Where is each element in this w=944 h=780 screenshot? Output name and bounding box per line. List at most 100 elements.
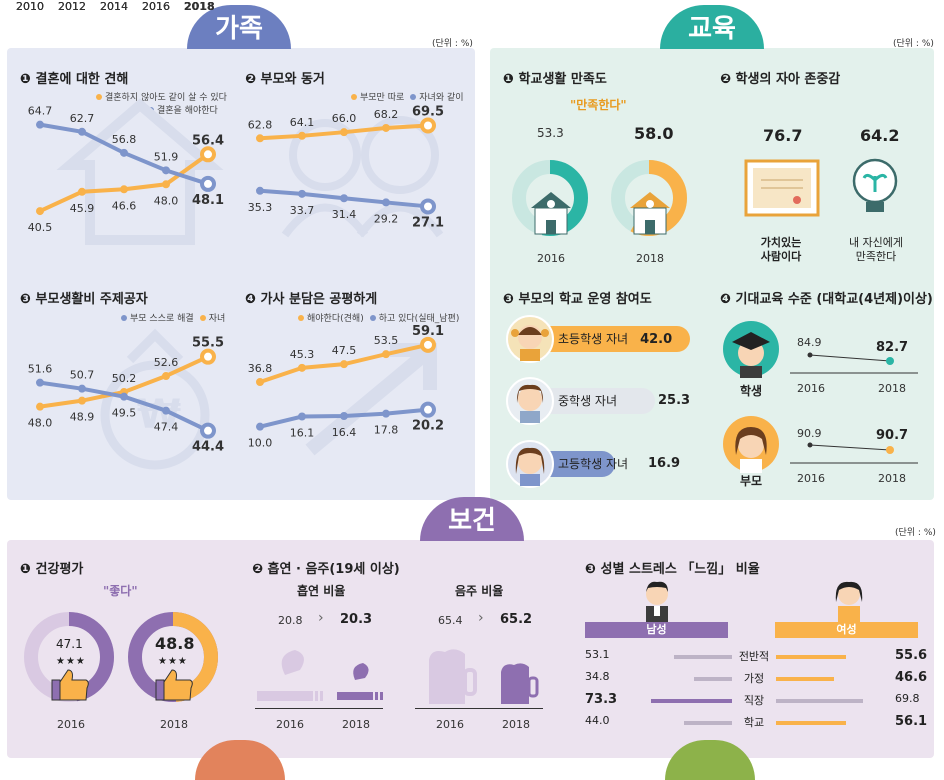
lightbulb-icon: [852, 158, 898, 212]
data-label: 51.6: [28, 363, 53, 376]
edu-participation-value-2: 25.3: [658, 393, 691, 408]
data-point: [162, 180, 170, 189]
data-label: 56.4: [192, 133, 224, 148]
x-tick-label: 2012: [58, 0, 86, 13]
girl-avatar-icon: [506, 440, 554, 488]
girl-avatar-icon: [506, 377, 554, 425]
data-label: 40.5: [28, 221, 53, 234]
family-chart2-svg: 62.8 64.1 66.0 68.2 69.5 35.3 33.7 31.4 29.2 27.1: [248, 105, 444, 231]
data-point: [36, 378, 44, 387]
health-smoke-axis: [255, 708, 383, 709]
family-chart3-svg: 48.0 48.9 50.2 52.6 55.5 51.6 50.7 49.5 47.4 44.4: [28, 336, 224, 455]
data-label: 48.0: [28, 417, 53, 430]
health-drink-year-2016: 2016: [436, 718, 464, 731]
edu-sat-2018-value: 58.0: [634, 124, 674, 143]
family-chart1-title: ❶ 결혼에 대한 견해: [20, 72, 129, 87]
x-tick-label: 2010: [16, 0, 44, 13]
student-point-2016: [807, 352, 813, 358]
data-point: [420, 117, 436, 134]
edu-sat-year-2016: 2016: [537, 252, 565, 265]
health-smoke-2016: 20.8: [278, 614, 303, 627]
data-label: 62.7: [70, 112, 95, 125]
stress-female-value: 55.6: [895, 648, 928, 663]
mother-avatar-icon: [723, 416, 779, 473]
edu-expectation-title: ❹ 기대교육 수준 (대학교(4년제)이상): [720, 292, 933, 307]
health-eval-2018-value: 48.8: [155, 634, 195, 653]
data-label: 48.9: [70, 411, 95, 424]
data-point: [420, 401, 436, 418]
health-stress-female-header: 여성: [775, 622, 918, 638]
x-tick-label: 2018: [184, 0, 215, 13]
stress-female-bar: [776, 721, 847, 725]
edu-expect-parent-2016: 90.9: [797, 427, 822, 440]
data-point: [162, 166, 170, 175]
family-chart1-legend-1: 결혼하지 않아도 같이 살 수 있다: [90, 90, 227, 103]
data-point: [420, 336, 436, 353]
data-label: 45.3: [290, 348, 315, 361]
data-point: [382, 409, 390, 418]
data-point: [120, 392, 128, 401]
x-tick-label: 2012: [58, 0, 86, 13]
x-tick-label: 2016: [142, 0, 170, 13]
beer-mug-icon: [501, 663, 539, 704]
edu-participation-title: ❸ 부모의 학교 운영 참여도: [503, 292, 652, 307]
data-point: [36, 402, 44, 411]
stress-female-value: 69.8: [895, 692, 920, 705]
student-graduate-icon: [723, 321, 779, 378]
data-label: 48.1: [192, 193, 224, 208]
edu-expect-student-2018: 82.7: [876, 340, 909, 355]
stress-male-bar: [651, 699, 732, 703]
woman-avatar-icon: [835, 581, 863, 622]
data-label: 66.0: [332, 112, 357, 125]
health-eval-2016-value: 47.1: [56, 637, 83, 651]
man-avatar-icon: [646, 581, 668, 622]
data-point: [256, 134, 264, 143]
data-point: [162, 372, 170, 380]
health-eval-year-2018: 2018: [160, 718, 188, 731]
x-tick-label: 2014: [100, 0, 128, 13]
x-tick-label: 2016: [142, 0, 170, 13]
edu-participation-bar-elementary: 초등학생 자녀 42.0: [530, 326, 690, 352]
x-tick-label: 2018: [184, 0, 215, 13]
family-chart2-xaxis: 2010 2012 2014 2016 2018: [0, 0, 220, 28]
stress-male-value: 73.3: [585, 692, 618, 707]
family-chart3-title: ❸ 부모생활비 주제공자: [20, 292, 148, 307]
data-point: [256, 422, 264, 431]
expectation-chart: [790, 352, 918, 464]
health-drink-2018: 65.2: [500, 612, 533, 627]
edu-sat-label: "만족한다": [570, 98, 627, 112]
star-icon: ★★★: [158, 656, 188, 667]
parent-point-2018: [886, 446, 894, 454]
data-label: 29.2: [374, 212, 399, 225]
data-label: 51.9: [154, 150, 179, 163]
edu-participation-value-3: 16.9: [648, 456, 681, 471]
data-label: 50.7: [70, 369, 95, 382]
data-label: 10.0: [248, 437, 273, 450]
data-label: 64.1: [290, 116, 315, 129]
edu-expect-parent-year-2018: 2018: [878, 472, 906, 485]
family-chart1-svg: 40.5 45.9 46.6 48.0 56.4 64.7 62.7 56.8 51.9 48.1: [28, 105, 224, 234]
data-label: 55.5: [192, 336, 224, 351]
health-eval-label: "좋다": [103, 584, 138, 598]
stress-male-value: 44.0: [585, 714, 610, 727]
data-point: [382, 350, 390, 359]
family-chart4-xaxis: 2010 2012 2014 2016 2018: [0, 0, 220, 56]
edu-respect-label-1: 가치있는 사람이다: [760, 236, 802, 263]
data-label: 64.7: [28, 105, 53, 118]
family-chart2-legend: 부모만 따로 자녀와 같이: [345, 90, 464, 103]
data-label: 46.6: [112, 199, 137, 212]
school-building-icon: [630, 192, 670, 235]
stress-female-value: 56.1: [895, 714, 928, 729]
health-drink-2016: 65.4: [438, 614, 463, 627]
parent-trend-line: [809, 444, 891, 451]
data-point: [298, 131, 306, 140]
data-point: [298, 412, 306, 421]
edu-sat-title: ❶ 학교생활 만족도: [503, 72, 607, 87]
stress-female-bar: [776, 655, 846, 659]
edu-sat-year-2018: 2018: [636, 252, 664, 265]
edu-respect-title: ❷ 학생의 자아 존중감: [720, 72, 841, 87]
data-label: 44.4: [192, 440, 224, 455]
stress-row-label: 가정: [743, 672, 765, 685]
data-point: [298, 363, 306, 372]
thumbs-up-icon: [155, 669, 193, 701]
